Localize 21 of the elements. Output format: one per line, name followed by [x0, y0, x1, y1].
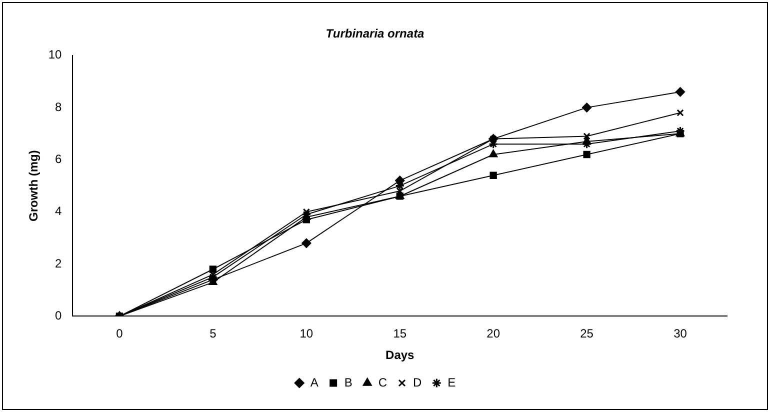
legend-label: E	[448, 375, 456, 390]
y-tick-label: 6	[55, 152, 62, 166]
y-tick-label: 0	[55, 308, 62, 323]
legend-label: B	[344, 375, 352, 390]
x-tick-label: 20	[486, 326, 500, 341]
legend-label: C	[378, 375, 388, 390]
y-axis-title: Growth (mg)	[26, 150, 41, 222]
y-tick-label: 2	[55, 256, 62, 270]
x-tick-label: 5	[210, 326, 217, 341]
x-tick-label: 10	[300, 326, 314, 341]
x-axis-title: Days	[386, 348, 415, 362]
x-tick-label: 30	[674, 326, 688, 341]
y-tick-label: 8	[55, 100, 62, 114]
x-tick-label: 0	[116, 326, 124, 341]
chart-title: Turbinaria ornata	[326, 26, 425, 41]
x-tick-label: 15	[393, 326, 407, 341]
y-tick-label: 4	[55, 204, 62, 218]
y-tick-label: 10	[48, 48, 62, 62]
legend-label: D	[413, 375, 422, 390]
legend-label: A	[310, 375, 318, 390]
x-tick-label: 25	[580, 326, 594, 341]
